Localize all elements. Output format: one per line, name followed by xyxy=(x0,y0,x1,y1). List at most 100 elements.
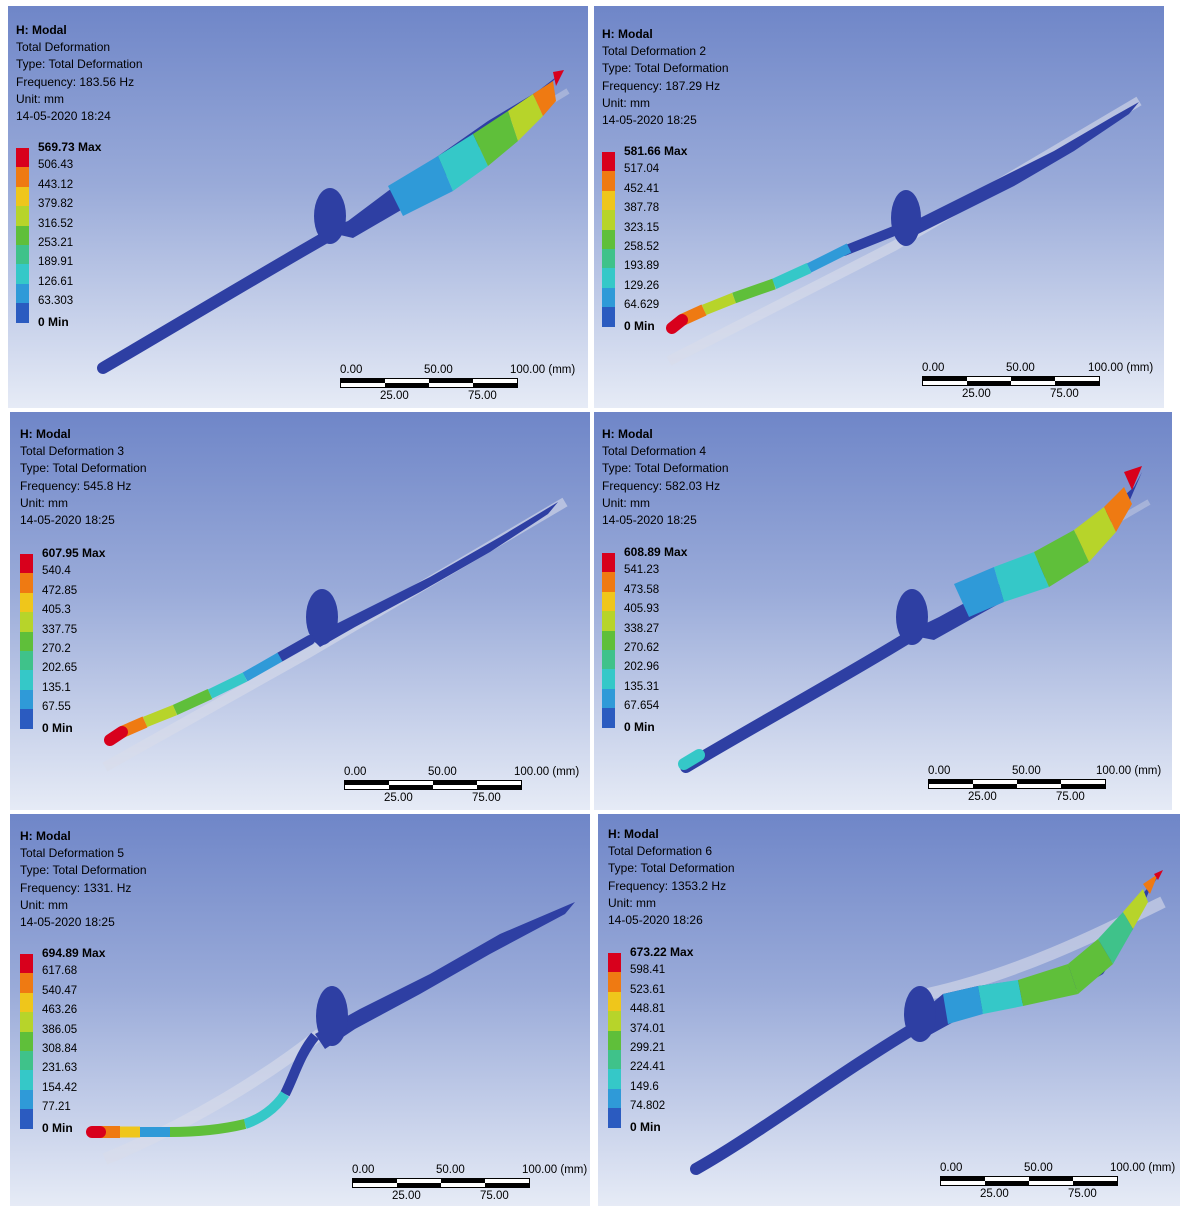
result-title: Total Deformation 5 xyxy=(20,846,125,861)
legend-label: 473.58 xyxy=(624,583,660,596)
scale-label: 50.00 xyxy=(424,364,453,376)
legend-label: 0 Min xyxy=(38,314,69,329)
legend-label: 64.629 xyxy=(624,299,660,312)
scale-label: 25.00 xyxy=(980,1188,1009,1200)
legend-label: 154.42 xyxy=(42,1081,78,1094)
blade-model-2[interactable] xyxy=(594,6,1164,408)
info-block-5: H: Modal Total Deformation 5 Type: Total… xyxy=(20,828,147,931)
solver-label: H: Modal xyxy=(602,427,653,441)
result-type: Type: Total Deformation xyxy=(20,461,147,476)
blade-model-4[interactable] xyxy=(594,412,1172,810)
legend-label: 540.4 xyxy=(42,565,71,578)
legend-label: 0 Min xyxy=(42,1120,73,1135)
result-date: 14-05-2020 18:26 xyxy=(608,913,703,928)
result-frequency: Frequency: 1353.2 Hz xyxy=(608,878,727,893)
blade-model-5[interactable] xyxy=(10,814,590,1206)
scale-label: 0.00 xyxy=(922,362,945,374)
legend-label: 569.73 Max xyxy=(38,140,102,154)
legend-label: 189.91 xyxy=(38,256,74,269)
legend-label: 316.52 xyxy=(38,217,74,230)
result-unit: Unit: mm xyxy=(602,495,650,510)
blade-model-3[interactable] xyxy=(10,412,590,810)
info-block-2: H: Modal Total Deformation 2 Type: Total… xyxy=(602,26,729,129)
result-panel-5[interactable]: H: Modal Total Deformation 5 Type: Total… xyxy=(10,814,590,1206)
scale-bar-1: 0.00 50.00 100.00 (mm) 25.00 75.00 xyxy=(340,364,580,404)
result-panel-6[interactable]: H: Modal Total Deformation 6 Type: Total… xyxy=(598,814,1180,1206)
result-type: Type: Total Deformation xyxy=(20,863,147,878)
result-date: 14-05-2020 18:25 xyxy=(20,513,115,528)
result-panel-3[interactable]: H: Modal Total Deformation 3 Type: Total… xyxy=(10,412,590,810)
legend-label: 694.89 Max xyxy=(42,946,106,960)
legend-label: 0 Min xyxy=(624,318,655,333)
result-frequency: Frequency: 187.29 Hz xyxy=(602,78,721,93)
legend-label: 63.303 xyxy=(38,295,74,308)
legend-label: 202.96 xyxy=(624,661,660,674)
scale-label: 100.00 (mm) xyxy=(1096,765,1162,777)
result-type: Type: Total Deformation xyxy=(602,461,729,476)
result-frequency: Frequency: 545.8 Hz xyxy=(20,478,132,493)
legend-label: 135.1 xyxy=(42,681,71,694)
legend-label: 541.23 xyxy=(624,564,660,577)
legend-label: 517.04 xyxy=(624,163,660,176)
result-panel-2[interactable]: H: Modal Total Deformation 2 Type: Total… xyxy=(594,6,1164,408)
legend-label: 452.41 xyxy=(624,182,660,195)
legend-label: 540.47 xyxy=(42,984,78,997)
legend-label: 67.55 xyxy=(42,701,71,714)
solver-label: H: Modal xyxy=(16,23,67,37)
scale-label: 100.00 (mm) xyxy=(522,1164,588,1176)
scale-label: 0.00 xyxy=(344,766,367,778)
legend-label: 193.89 xyxy=(624,260,660,273)
scale-label: 25.00 xyxy=(968,791,997,803)
scale-label: 75.00 xyxy=(1056,791,1085,803)
result-panel-1[interactable]: H: Modal Total Deformation Type: Total D… xyxy=(8,6,588,408)
legend-label: 338.27 xyxy=(624,622,660,635)
scale-label: 50.00 xyxy=(436,1164,465,1176)
result-title: Total Deformation 6 xyxy=(608,844,713,859)
legend-label: 387.78 xyxy=(624,202,660,215)
legend-label: 270.62 xyxy=(624,641,660,654)
result-title: Total Deformation xyxy=(16,40,111,55)
legend-label: 270.2 xyxy=(42,642,71,655)
info-block-3: H: Modal Total Deformation 3 Type: Total… xyxy=(20,426,147,529)
legend-label: 126.61 xyxy=(38,275,74,288)
scale-label: 75.00 xyxy=(1050,388,1079,400)
legend-label: 0 Min xyxy=(630,1119,661,1134)
scale-bar-5: 0.00 50.00 100.00 (mm) 25.00 75.00 xyxy=(352,1164,590,1204)
legend-label: 608.89 Max xyxy=(624,545,688,559)
legend-label: 617.68 xyxy=(42,965,78,978)
scale-label: 100.00 (mm) xyxy=(514,766,580,778)
legend-label: 607.95 Max xyxy=(42,546,106,560)
legend-label: 386.05 xyxy=(42,1023,78,1036)
legend-label: 77.21 xyxy=(42,1101,71,1114)
legend-label: 202.65 xyxy=(42,662,78,675)
result-title: Total Deformation 4 xyxy=(602,444,707,459)
legend-label: 405.93 xyxy=(624,603,660,616)
result-unit: Unit: mm xyxy=(20,495,68,510)
result-unit: Unit: mm xyxy=(602,95,650,110)
result-unit: Unit: mm xyxy=(16,91,64,106)
solver-label: H: Modal xyxy=(20,427,71,441)
scale-bar-2: 0.00 50.00 100.00 (mm) 25.00 75.00 xyxy=(922,362,1162,402)
scale-label: 75.00 xyxy=(472,792,501,804)
blade-model-6[interactable] xyxy=(598,814,1180,1206)
result-panel-4[interactable]: H: Modal Total Deformation 4 Type: Total… xyxy=(594,412,1172,810)
legend-label: 379.82 xyxy=(38,198,74,211)
scale-bar-6: 0.00 50.00 100.00 (mm) 25.00 75.00 xyxy=(940,1162,1180,1202)
legend-label: 135.31 xyxy=(624,680,660,693)
legend-label: 74.802 xyxy=(630,1100,666,1113)
info-block-6: H: Modal Total Deformation 6 Type: Total… xyxy=(608,826,735,929)
legend-label: 0 Min xyxy=(624,719,655,734)
legend-label: 323.15 xyxy=(624,221,660,234)
solver-label: H: Modal xyxy=(20,829,71,843)
scale-bar-3: 0.00 50.00 100.00 (mm) 25.00 75.00 xyxy=(344,766,584,806)
blade-model-1[interactable] xyxy=(8,6,588,408)
result-unit: Unit: mm xyxy=(20,897,68,912)
result-type: Type: Total Deformation xyxy=(16,57,143,72)
scale-label: 100.00 (mm) xyxy=(510,364,576,376)
result-type: Type: Total Deformation xyxy=(608,861,735,876)
scale-label: 0.00 xyxy=(352,1164,375,1176)
result-date: 14-05-2020 18:25 xyxy=(602,113,697,128)
legend-label: 405.3 xyxy=(42,604,71,617)
scale-label: 75.00 xyxy=(468,390,497,402)
scale-label: 50.00 xyxy=(1012,765,1041,777)
